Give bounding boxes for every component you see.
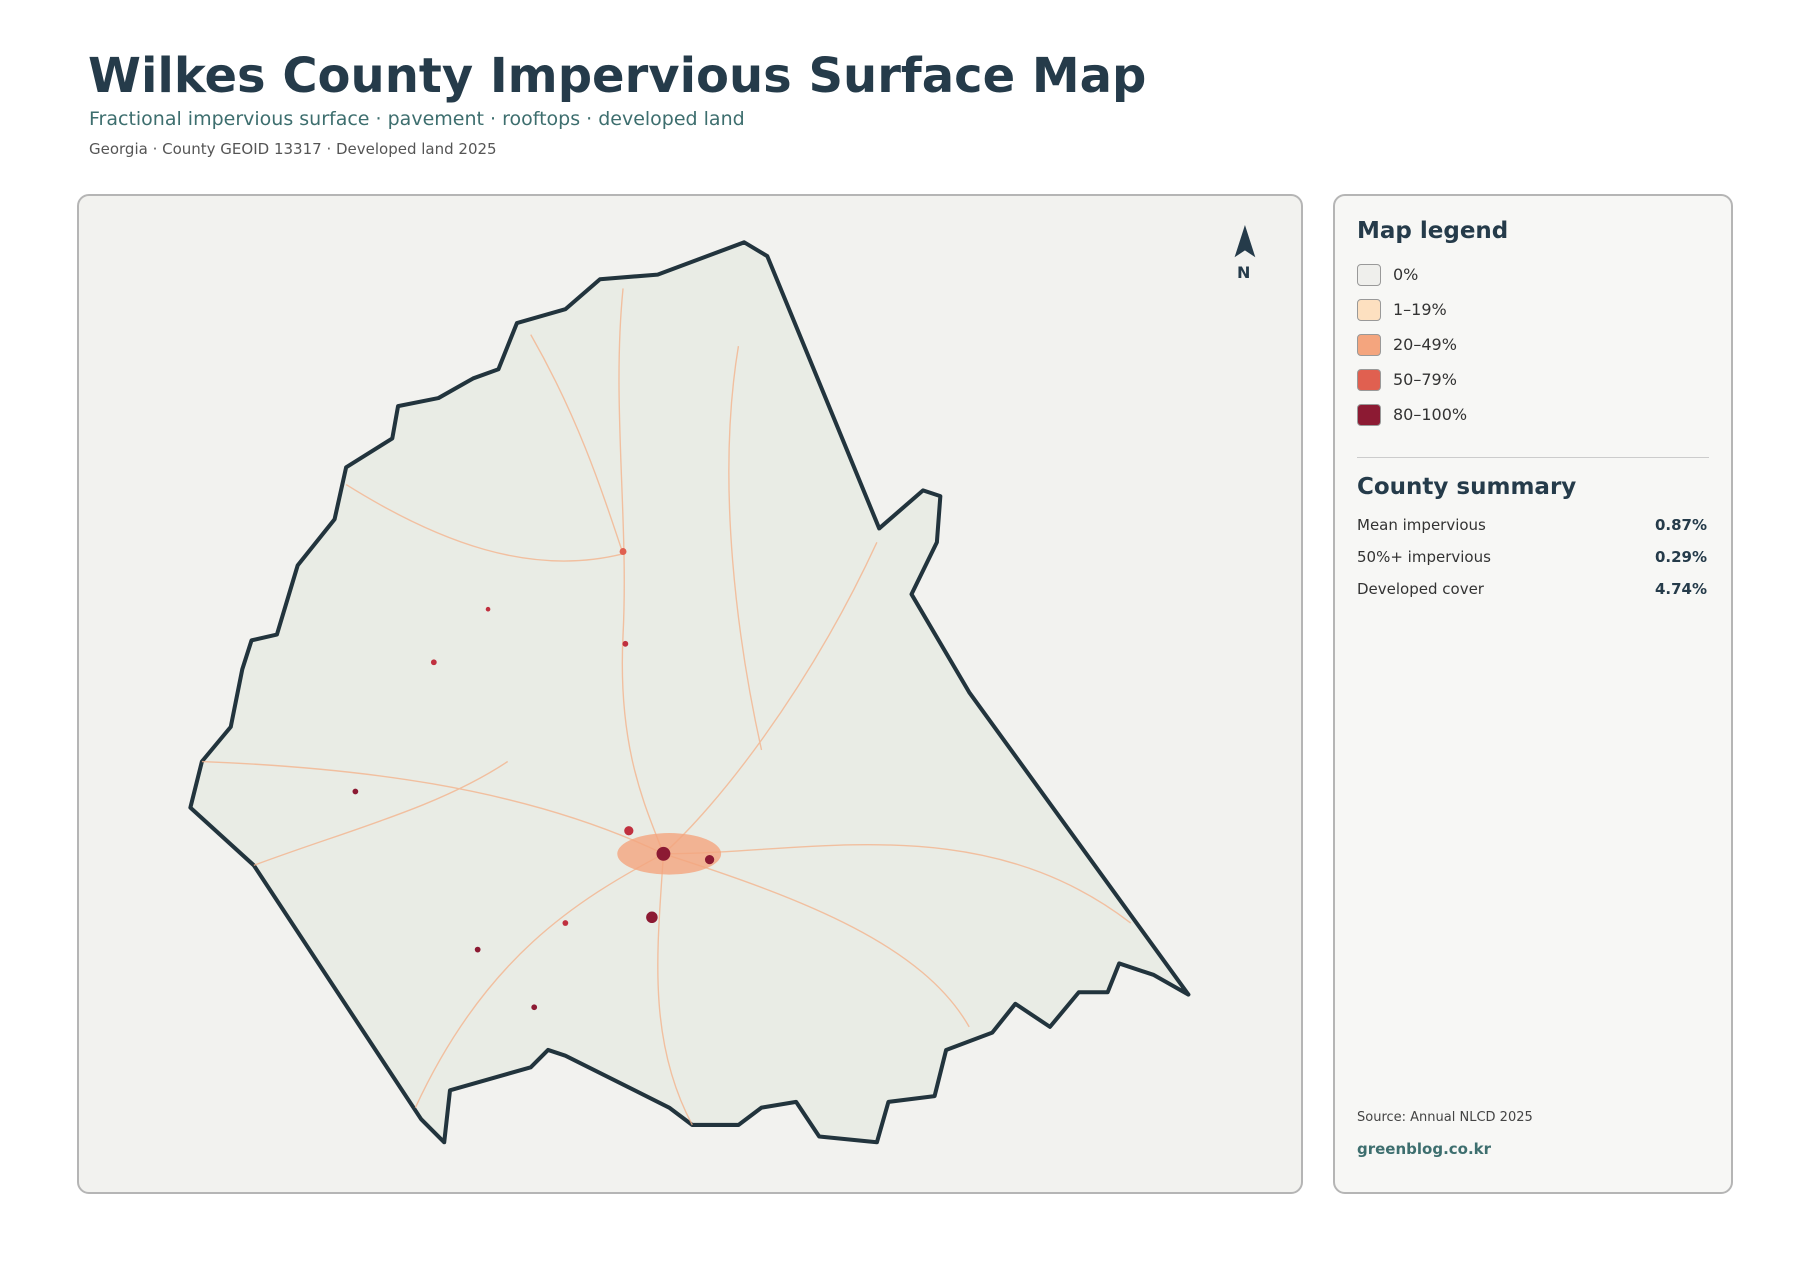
north-label: N xyxy=(1237,263,1251,282)
source: Source: Annual NLCD 2025 xyxy=(1357,1110,1533,1125)
summary-value: 4.74% xyxy=(1654,580,1707,598)
site: greenblog.co.kr xyxy=(1357,1140,1492,1158)
summary-label: Mean impervious xyxy=(1357,516,1486,534)
summary-title: County summary xyxy=(1357,474,1577,500)
legend-swatch xyxy=(1357,264,1381,286)
legend-label: 1–19% xyxy=(1393,300,1447,319)
subtitle: Fractional impervious surface · pavement… xyxy=(89,108,745,130)
legend-swatch xyxy=(1357,404,1381,426)
summary-label: Developed cover xyxy=(1357,580,1484,598)
legend-swatch xyxy=(1357,369,1381,391)
meta: Georgia · County GEOID 13317 · Developed… xyxy=(89,140,497,158)
legend-panel xyxy=(1333,194,1733,1194)
legend-label: 20–49% xyxy=(1393,335,1457,354)
county-outline xyxy=(188,240,1191,1145)
legend-label: 80–100% xyxy=(1393,405,1468,424)
north-arrow xyxy=(1234,224,1256,258)
summary-value: 0.87% xyxy=(1654,516,1707,534)
legend-label: 50–79% xyxy=(1393,370,1457,389)
legend-swatch xyxy=(1357,299,1381,321)
summary-label: 50%+ impervious xyxy=(1357,548,1491,566)
roads xyxy=(201,288,1132,1126)
legend-label: 0% xyxy=(1393,265,1419,284)
urban-area xyxy=(352,548,722,1011)
title: Wilkes County Impervious Surface Map xyxy=(88,48,1147,104)
divider xyxy=(1357,457,1709,458)
legend-title: Map legend xyxy=(1357,218,1509,244)
summary-value: 0.29% xyxy=(1654,548,1707,566)
legend-swatch xyxy=(1357,334,1381,356)
